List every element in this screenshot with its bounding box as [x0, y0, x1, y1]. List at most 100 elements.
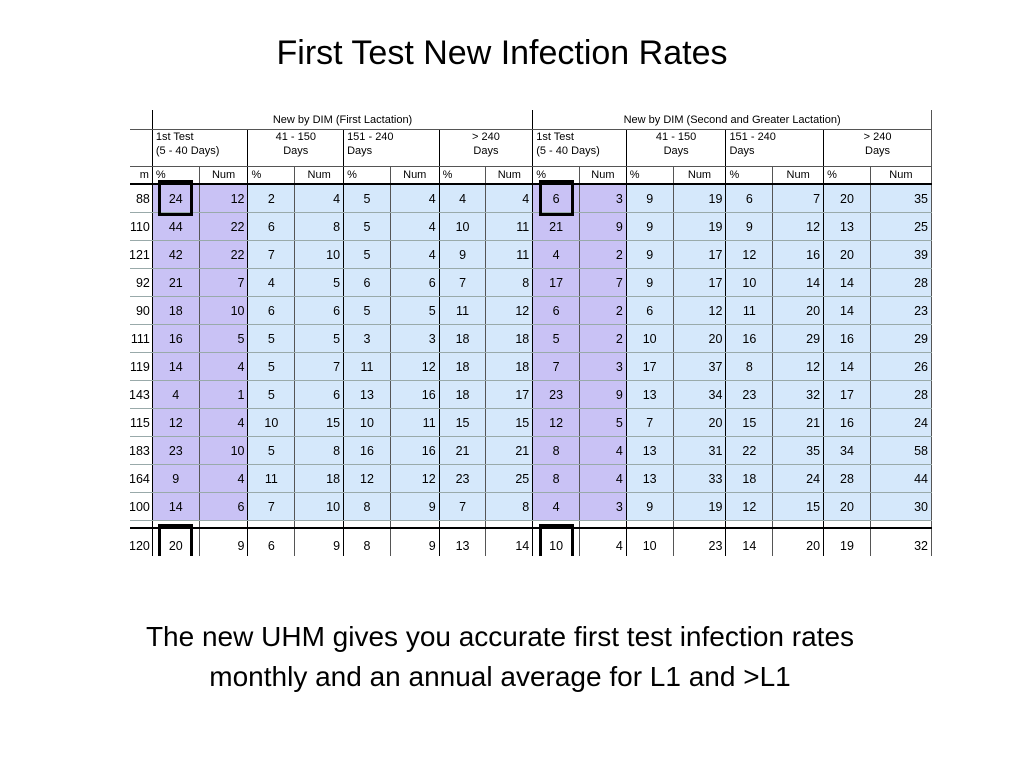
- group-header-first-lactation: New by DIM (First Lactation): [152, 110, 534, 130]
- num-cell: 3: [579, 352, 627, 381]
- pct-cell: 16: [823, 408, 871, 437]
- num-cell: 7: [579, 268, 627, 297]
- row-label: 120: [130, 528, 153, 556]
- pct-cell: 14: [823, 352, 871, 381]
- pct-cell: 13: [626, 464, 674, 493]
- pct-header: %: [532, 166, 580, 185]
- pct-cell: 21: [532, 212, 580, 241]
- group-header-second-lactation: New by DIM (Second and Greater Lactation…: [532, 110, 932, 130]
- row-label: 111: [130, 324, 153, 353]
- num-cell: 20: [673, 408, 727, 437]
- num-cell: 9: [579, 212, 627, 241]
- num-header: Num: [870, 166, 932, 185]
- pct-cell: 5: [247, 380, 296, 409]
- num-cell: 34: [673, 380, 727, 409]
- row-label: 115: [130, 408, 153, 437]
- pct-cell: 8: [343, 528, 391, 556]
- num-cell: 17: [673, 240, 727, 269]
- num-cell: 11: [390, 408, 440, 437]
- pct-cell: 6: [247, 212, 296, 241]
- table-row: 110 44 22 6 8 5 4 10 11 21 9 9 19 9 12 13 25: [130, 212, 932, 241]
- pct-cell: 8: [532, 464, 580, 493]
- num-cell: 4: [579, 436, 627, 465]
- sub-header-row: m % Num% Num% Num% Num% Num% Num% Num% Num: [130, 166, 932, 185]
- pct-cell: 20: [152, 528, 200, 556]
- pct-cell: 20: [823, 184, 871, 213]
- pct-cell: 10: [343, 408, 391, 437]
- pct-cell: 9: [626, 240, 674, 269]
- num-header: Num: [579, 166, 627, 185]
- num-cell: 29: [870, 324, 932, 353]
- pct-cell: 5: [343, 212, 391, 241]
- pct-cell: 2: [247, 184, 296, 213]
- num-cell: 5: [579, 408, 627, 437]
- pct-cell: 9: [725, 212, 774, 241]
- caption-line-1: The new UHM gives you accurate first tes…: [145, 621, 855, 652]
- pct-cell: 24: [152, 184, 200, 213]
- table-row: 90 18 10 6 6 5 5 11 12 6 2 6 12 11 20 14 23: [130, 296, 932, 325]
- num-cell: 25: [870, 212, 932, 241]
- num-cell: 16: [390, 436, 440, 465]
- row-label-header: m: [130, 166, 153, 185]
- num-cell: 4: [485, 184, 534, 213]
- pct-cell: 11: [343, 352, 391, 381]
- pct-cell: 10: [439, 212, 487, 241]
- spacer-row: [130, 520, 932, 529]
- num-cell: 10: [199, 296, 249, 325]
- num-cell: 24: [772, 464, 825, 493]
- num-cell: 21: [772, 408, 825, 437]
- pct-cell: 11: [439, 296, 487, 325]
- pct-cell: 22: [725, 436, 774, 465]
- pct-cell: 20: [823, 492, 871, 521]
- pct-cell: 16: [823, 324, 871, 353]
- num-cell: 23: [870, 296, 932, 325]
- num-cell: 35: [870, 184, 932, 213]
- num-header: Num: [485, 166, 534, 185]
- infection-rates-table: New by DIM (First Lactation) New by DIM …: [130, 110, 932, 556]
- num-cell: 33: [673, 464, 727, 493]
- pct-cell: 34: [823, 436, 871, 465]
- range-header: 151 - 240 Days: [343, 129, 440, 167]
- num-cell: 6: [294, 296, 345, 325]
- num-cell: 2: [579, 240, 627, 269]
- pct-cell: 15: [439, 408, 487, 437]
- pct-cell: 5: [343, 184, 391, 213]
- pct-cell: 4: [152, 380, 200, 409]
- num-cell: 22: [199, 240, 249, 269]
- pct-header: %: [626, 166, 674, 185]
- num-cell: 3: [579, 492, 627, 521]
- group-header-row: New by DIM (First Lactation) New by DIM …: [130, 110, 932, 130]
- num-cell: 10: [199, 436, 249, 465]
- num-cell: 17: [673, 268, 727, 297]
- pct-cell: 23: [152, 436, 200, 465]
- num-cell: 4: [199, 464, 249, 493]
- num-cell: 23: [673, 528, 727, 556]
- pct-cell: 20: [823, 240, 871, 269]
- num-cell: 7: [199, 268, 249, 297]
- pct-cell: 9: [152, 464, 200, 493]
- num-cell: 4: [579, 528, 627, 556]
- range-header: 1st Test (5 - 40 Days): [152, 129, 249, 167]
- pct-cell: 5: [247, 436, 296, 465]
- num-cell: 15: [772, 492, 825, 521]
- pct-cell: 18: [152, 296, 200, 325]
- num-cell: 9: [390, 492, 440, 521]
- num-cell: 7: [294, 352, 345, 381]
- num-cell: 12: [772, 352, 825, 381]
- num-cell: 8: [294, 212, 345, 241]
- num-cell: 8: [294, 436, 345, 465]
- pct-header: %: [439, 166, 487, 185]
- num-cell: 8: [485, 492, 534, 521]
- pct-cell: 21: [439, 436, 487, 465]
- pct-cell: 17: [823, 380, 871, 409]
- row-label: 110: [130, 212, 153, 241]
- num-cell: 30: [870, 492, 932, 521]
- row-label: 121: [130, 240, 153, 269]
- num-cell: 24: [870, 408, 932, 437]
- num-cell: 15: [294, 408, 345, 437]
- row-label: 100: [130, 492, 153, 521]
- pct-cell: 5: [247, 324, 296, 353]
- num-cell: 9: [294, 528, 345, 556]
- pct-cell: 18: [439, 324, 487, 353]
- pct-cell: 9: [626, 212, 674, 241]
